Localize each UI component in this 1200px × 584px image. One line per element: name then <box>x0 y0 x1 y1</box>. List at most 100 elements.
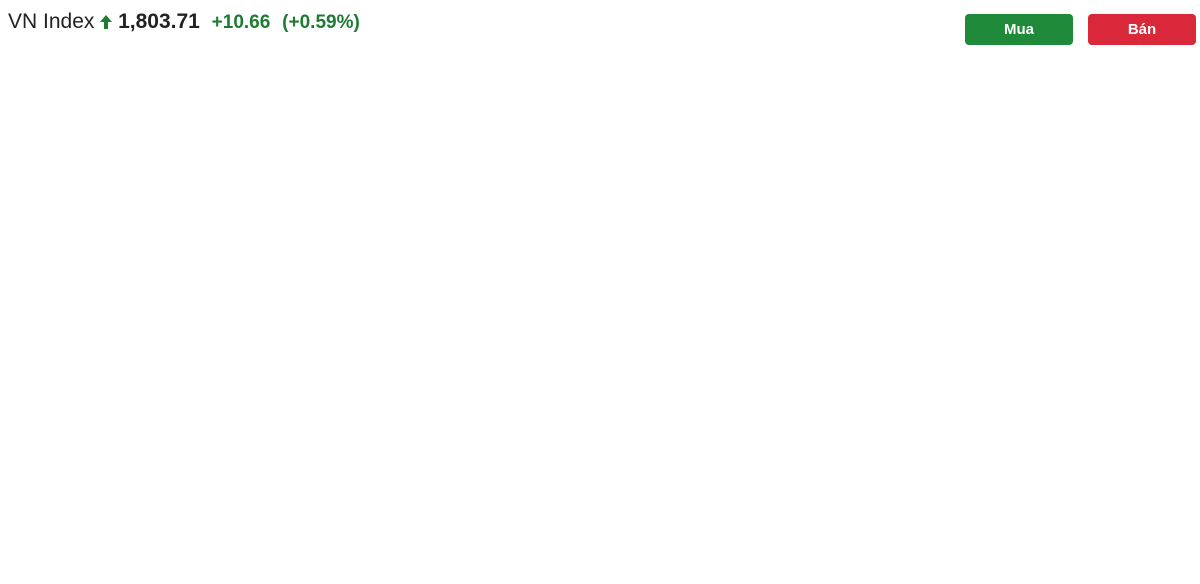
x-tick-label: 11 <box>1091 559 1106 575</box>
volume-bar <box>665 512 673 550</box>
volume-bar <box>510 495 518 550</box>
volume-bar <box>136 520 144 550</box>
volume-bar <box>793 515 801 550</box>
volume-bar <box>108 512 116 550</box>
volume-bar <box>838 520 847 550</box>
volume-bar <box>282 498 290 550</box>
volume-bar <box>336 505 345 550</box>
volume-bar <box>200 483 208 550</box>
y-tick-label: 1.700,00 <box>1125 321 1180 337</box>
volume-bar <box>811 502 819 550</box>
y-tick-label: 1.900,00 <box>1125 151 1180 167</box>
price-label-box <box>1115 230 1191 253</box>
volume-bar <box>409 525 418 550</box>
volume-bar <box>373 525 381 550</box>
volume-bar <box>1021 525 1029 550</box>
volume-bar <box>784 523 792 550</box>
volume-bar <box>35 512 43 550</box>
volume-bar <box>254 498 263 550</box>
volume-bar <box>428 502 436 550</box>
x-tick-label: Tháng '26 <box>1003 559 1065 575</box>
volume-bar <box>957 495 965 550</box>
volume-bar <box>683 520 691 550</box>
volume-bar <box>382 520 390 550</box>
volume-bar <box>893 508 901 550</box>
volume-bar <box>291 507 299 550</box>
volume-bar <box>8 522 16 550</box>
volume-bar <box>54 523 62 550</box>
volume-bar <box>610 515 618 550</box>
sell-button[interactable]: Bán <box>1088 14 1196 45</box>
x-tick-label: Tháng '26 <box>300 559 362 575</box>
volume-bar <box>26 517 34 550</box>
buy-button[interactable]: Mua <box>965 14 1073 45</box>
x-tick-label: 13 <box>734 559 750 575</box>
x-tick-label: 19 <box>232 559 248 575</box>
volume-bar <box>346 502 354 550</box>
volume-bar <box>236 495 244 550</box>
volume-bar <box>263 502 272 550</box>
volume-bar <box>847 522 856 550</box>
index-change-percent: (+0.59%) <box>282 12 360 33</box>
y-tick-label: 1.600,00 <box>1125 406 1180 422</box>
volume-bar <box>127 522 135 550</box>
volume-bar <box>565 517 573 550</box>
volume-bar <box>729 508 737 550</box>
up-arrow <box>100 15 113 29</box>
volume-bar <box>501 498 509 550</box>
volume-bar <box>81 515 89 550</box>
volume-bar <box>984 525 993 550</box>
volume-bar <box>921 522 929 550</box>
volume-bar <box>747 510 755 550</box>
volume-bar <box>44 525 53 550</box>
price-area <box>12 139 1098 460</box>
index-name: VN Index <box>8 10 95 33</box>
header: VN Index 1,803.71 +10.66 (+0.59%) <box>8 10 360 34</box>
volume-bar <box>592 508 600 550</box>
volume-bar <box>63 517 71 550</box>
volume-bar <box>455 512 463 550</box>
volume-bar <box>1012 522 1020 550</box>
volume-bar <box>866 512 874 550</box>
price-line <box>11 138 1099 429</box>
x-tick-label: 18 <box>935 559 951 575</box>
volume-bar <box>327 507 336 550</box>
volume-bar <box>218 488 226 550</box>
x-tick-label: Tháng '26 <box>629 559 691 575</box>
volume-bar <box>638 510 646 550</box>
volume-bar <box>1076 520 1084 550</box>
volume-bar <box>930 518 938 550</box>
volume-bar <box>318 505 326 550</box>
volume-bar <box>601 505 609 550</box>
volume-bar <box>674 515 682 550</box>
volume-bar <box>364 500 372 550</box>
watermark-suffix: .com <box>168 402 216 427</box>
volume-bar <box>939 512 947 550</box>
volume-bar <box>519 485 527 550</box>
volume-bar <box>163 505 171 550</box>
volume-bar <box>857 515 865 550</box>
volume-bar <box>300 510 308 550</box>
volume-bar <box>711 493 719 550</box>
volume-bar <box>1030 530 1038 550</box>
index-price: 1,803.71 <box>118 10 200 33</box>
volume-bar <box>190 485 199 550</box>
x-tick-label: Tháng '26 <box>109 559 171 575</box>
price-label: 1.803,71 <box>1123 234 1178 250</box>
volume-bar <box>994 522 1002 550</box>
volume-bar <box>656 513 664 550</box>
volume-bar <box>738 512 746 550</box>
volume-bar <box>446 507 454 550</box>
watermark-brand: Investing <box>28 395 168 431</box>
volume-bar <box>1048 522 1056 550</box>
volume-bar <box>154 508 162 550</box>
volume-bar <box>17 507 25 550</box>
volume-bar <box>181 487 189 550</box>
volume-bar <box>227 500 235 550</box>
volume-bar <box>802 520 810 550</box>
volume-bar <box>966 525 974 550</box>
volume-bar <box>975 518 983 550</box>
volume-bar <box>273 505 281 550</box>
volume-bar <box>948 503 956 550</box>
